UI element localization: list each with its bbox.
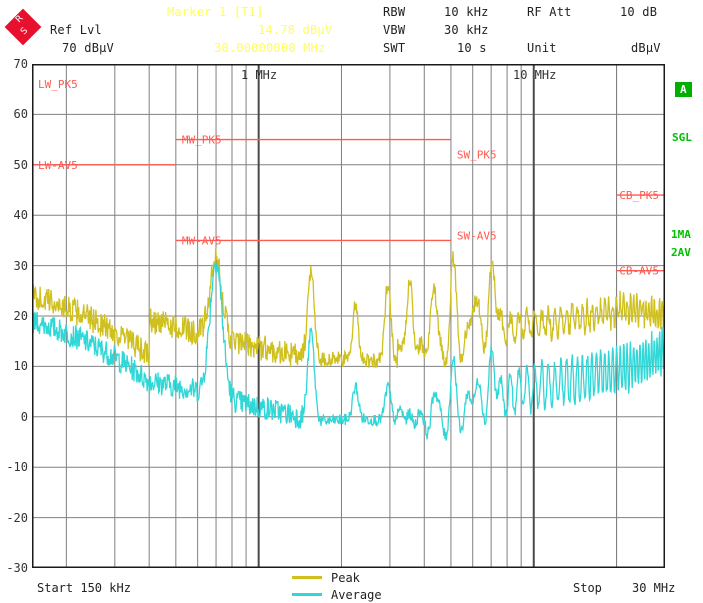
limit-line-label-mw-av5: MW-AV5 bbox=[182, 234, 222, 247]
limit-line-label-cb-av5: CB-AV5 bbox=[619, 265, 659, 278]
ref-lvl-value: 70 dBµV bbox=[62, 41, 114, 55]
status-detector-2: 2AV bbox=[671, 246, 691, 259]
limit-line-label-sw-av5: SW-AV5 bbox=[457, 229, 497, 242]
stop-label: Stop bbox=[573, 581, 602, 595]
rbw-value: 10 kHz bbox=[444, 5, 489, 19]
trace-legend: Peak Average bbox=[292, 569, 382, 603]
limit-line-label-mw_pk5: MW_PK5 bbox=[182, 134, 222, 147]
unit-label: Unit bbox=[527, 41, 557, 55]
trace-average bbox=[32, 262, 665, 441]
vbw-value: 30 kHz bbox=[444, 23, 489, 37]
stop-frequency-value: 30 MHz bbox=[632, 581, 676, 595]
y-tick-label: 70 bbox=[13, 57, 28, 71]
legend-item-peak: Peak bbox=[292, 569, 382, 586]
legend-label-peak: Peak bbox=[331, 570, 360, 585]
y-tick-label: 30 bbox=[13, 258, 28, 273]
y-tick-label: 40 bbox=[13, 208, 28, 223]
trace-peak bbox=[32, 247, 665, 369]
start-frequency-label: Start 150 kHz bbox=[37, 581, 131, 595]
unit-value: dBµV bbox=[631, 41, 661, 55]
y-tick-label: -30 bbox=[6, 561, 28, 575]
y-tick-label: 50 bbox=[13, 157, 28, 172]
status-detector-1: 1MA bbox=[671, 228, 691, 241]
status-sweep-single: SGL bbox=[672, 131, 692, 144]
y-tick-label: 20 bbox=[13, 309, 28, 323]
vbw-label: VBW bbox=[383, 23, 406, 37]
ref-lvl-label: Ref Lvl bbox=[50, 23, 102, 37]
rf-att-value: 10 dB bbox=[620, 5, 658, 19]
limit-line-label-cb_pk5: CB_PK5 bbox=[619, 189, 659, 202]
marker-title: Marker 1 [T1] bbox=[167, 5, 264, 19]
y-tick-label: -10 bbox=[6, 460, 28, 475]
swt-label: SWT bbox=[383, 41, 406, 55]
rbw-label: RBW bbox=[383, 5, 406, 19]
limit-line-label-sw_pk5: SW_PK5 bbox=[457, 149, 497, 162]
legend-label-average: Average bbox=[331, 587, 382, 602]
y-tick-label: -20 bbox=[6, 510, 28, 525]
marker-frequency: 30.00000000 MHz bbox=[214, 41, 326, 55]
svg-text:S: S bbox=[19, 26, 30, 37]
swt-value: 10 s bbox=[457, 41, 487, 55]
y-tick-label: 10 bbox=[13, 359, 28, 374]
marker-level: 14.78 dBµV bbox=[258, 23, 333, 37]
y-tick-label: 0 bbox=[20, 409, 28, 424]
limit-line-label-lw_pk5: LW_PK5 bbox=[38, 78, 78, 91]
legend-item-average: Average bbox=[292, 586, 382, 603]
x-annotation-1mhz: 1 MHz bbox=[241, 68, 278, 82]
rs-logo-icon: R S bbox=[4, 8, 44, 48]
rf-att-label: RF Att bbox=[527, 5, 572, 19]
y-tick-label: 60 bbox=[13, 107, 28, 122]
legend-swatch-peak bbox=[292, 576, 322, 579]
x-annotation-10mhz: 10 MHz bbox=[513, 68, 557, 82]
status-trace-mode-a[interactable]: A bbox=[675, 82, 692, 97]
svg-text:R: R bbox=[14, 14, 26, 26]
spectrum-plot[interactable]: LW_PK5 LW-AV5 MW_PK5 MW-AV5 SW_PK5 SW-AV5 CB_P… bbox=[32, 64, 665, 568]
limit-line-label-lw-av5: LW-AV5 bbox=[38, 159, 78, 172]
legend-swatch-average bbox=[292, 593, 322, 596]
